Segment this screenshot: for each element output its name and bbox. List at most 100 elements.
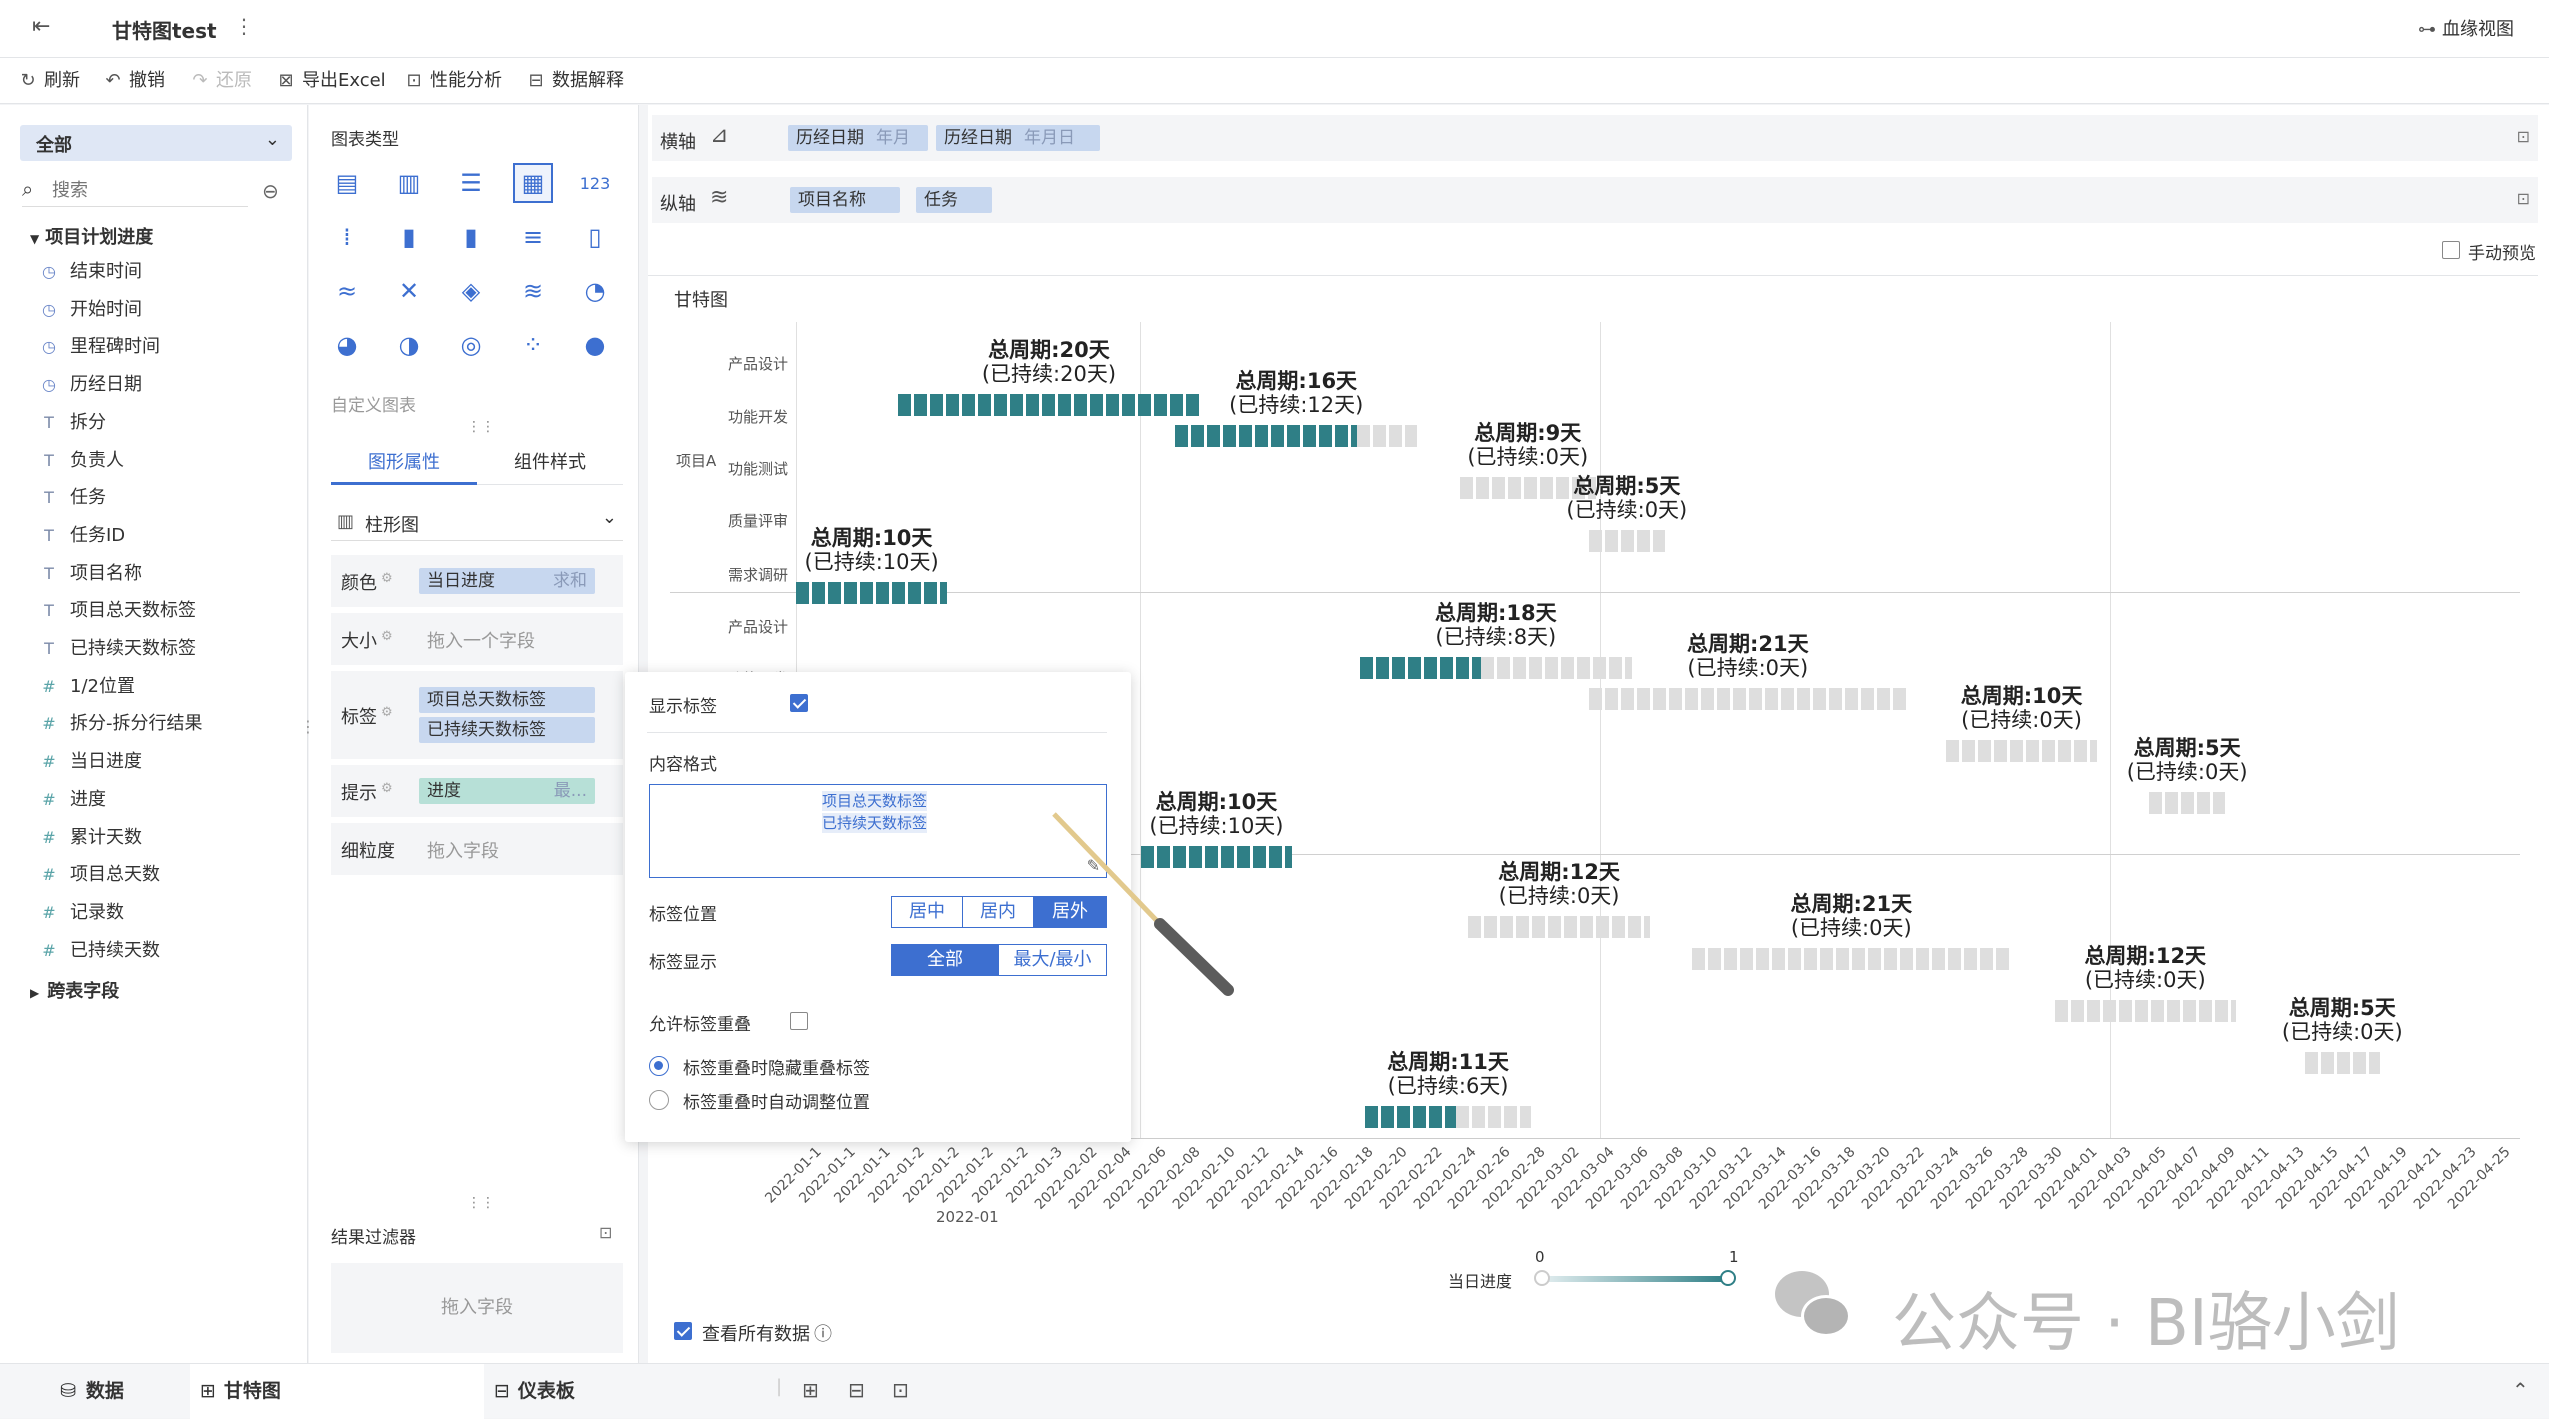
view-all-checkbox[interactable] xyxy=(674,1322,692,1340)
gantt-bar-remaining[interactable] xyxy=(1455,1106,1532,1128)
gear-icon[interactable]: ⚙ xyxy=(381,571,393,586)
tab-dashboard[interactable]: ⊟ 仪表板 xyxy=(494,1380,575,1402)
x-field-chip[interactable]: 历经日期 年月日 xyxy=(936,125,1100,151)
label-pos-center[interactable]: 居中 xyxy=(891,896,963,928)
x-field-chip[interactable]: 历经日期 年月 xyxy=(788,125,928,151)
field-item[interactable]: ◷ 历经日期 xyxy=(38,370,142,400)
search-input[interactable] xyxy=(52,177,242,203)
tab-component-style[interactable]: 组件样式 xyxy=(477,441,623,485)
add-sheet-icon[interactable]: ⊞ xyxy=(802,1378,819,1402)
field-item[interactable]: T 负责人 xyxy=(38,446,124,476)
show-label-checkbox[interactable] xyxy=(790,694,808,712)
field-item[interactable]: T 项目名称 xyxy=(38,559,142,589)
table-chart-icon[interactable]: ▤ xyxy=(335,169,359,197)
shelf-settings-icon[interactable]: ⊡ xyxy=(2516,127,2530,146)
gantt-bar-remaining[interactable] xyxy=(1589,688,1907,710)
gantt-bar-remaining[interactable] xyxy=(1692,948,2011,970)
shelf-settings-icon[interactable]: ⊡ xyxy=(2516,189,2530,208)
waterfall-icon[interactable]: ▯ xyxy=(588,223,602,251)
map-icon[interactable]: ◈ xyxy=(461,277,481,305)
label-display-maxmin[interactable]: 最大/最小 xyxy=(998,944,1107,976)
filter-drop-zone[interactable]: 拖入字段 xyxy=(331,1263,623,1353)
gantt-bar-remaining[interactable] xyxy=(1468,916,1650,938)
label-pos-inside[interactable]: 居内 xyxy=(962,896,1034,928)
field-item[interactable]: # 拆分-拆分行结果 xyxy=(38,709,202,739)
field-item[interactable]: T 拆分 xyxy=(38,408,106,438)
field-item[interactable]: T 任务 xyxy=(38,483,106,513)
drag-handle-icon[interactable]: ⋮⋮ xyxy=(467,419,495,435)
add-report-icon[interactable]: ⊡ xyxy=(892,1378,909,1402)
manual-preview-checkbox[interactable] xyxy=(2442,241,2460,259)
field-item[interactable]: T 已持续天数标签 xyxy=(38,634,196,664)
detail-table-icon[interactable]: ☰ xyxy=(460,169,482,197)
gantt-bar-done[interactable] xyxy=(1364,1106,1456,1128)
axis-icon[interactable]: ⊿ xyxy=(710,123,729,148)
gantt-bar-remaining[interactable] xyxy=(1945,740,2098,762)
field-item[interactable]: # 当日进度 xyxy=(38,747,142,777)
redo-button[interactable]: ↷ 还原 xyxy=(190,66,252,96)
bubble-chart-icon[interactable]: ● xyxy=(584,331,606,359)
filter-lock-icon[interactable]: ⊡ xyxy=(599,1223,613,1242)
field-item[interactable]: ◷ 结束时间 xyxy=(38,257,142,287)
gantt-bar-remaining[interactable] xyxy=(2304,1052,2381,1074)
gear-icon[interactable]: ⚙ xyxy=(381,781,393,796)
lineage-view-button[interactable]: ⊶ 血缘视图 xyxy=(2418,19,2514,40)
cross-table-icon[interactable]: ▥ xyxy=(397,169,421,197)
area-chart-icon[interactable]: ≋ xyxy=(522,277,544,305)
radio-hide-overlap[interactable] xyxy=(649,1056,669,1076)
dataset-select[interactable]: 全部 ⌄ xyxy=(20,125,292,161)
field-item[interactable]: T 任务ID xyxy=(38,521,125,551)
gear-icon[interactable]: ⚙ xyxy=(381,705,393,720)
field-item[interactable]: ◷ 里程碑时间 xyxy=(38,332,160,362)
radio-auto-adjust[interactable] xyxy=(649,1090,669,1110)
tab-data[interactable]: ⛁ 数据 xyxy=(60,1380,124,1402)
gantt-bar-remaining[interactable] xyxy=(1356,425,1418,447)
refresh-button[interactable]: ↻ 刷新 xyxy=(18,66,80,96)
options-icon[interactable]: ⊖ xyxy=(262,179,279,203)
field-item[interactable]: # 已持续天数 xyxy=(38,936,160,966)
gantt-bar-done[interactable] xyxy=(796,582,948,604)
gantt-bar-remaining[interactable] xyxy=(2054,1000,2236,1022)
undo-button[interactable]: ↶ 撤销 xyxy=(103,66,165,96)
field-item[interactable]: # 累计天数 xyxy=(38,823,142,853)
pie-chart-icon[interactable]: ◕ xyxy=(336,331,358,359)
gear-icon[interactable]: ⚙ xyxy=(381,629,393,644)
add-dashboard-icon[interactable]: ⊟ xyxy=(848,1378,865,1402)
y-field-chip[interactable]: 项目名称 xyxy=(790,187,900,213)
exit-icon[interactable]: ⇤ xyxy=(32,14,51,39)
gantt-bar-done[interactable] xyxy=(897,394,1201,416)
label-field-chip[interactable]: 项目总天数标签 xyxy=(419,687,595,713)
field-item[interactable]: #1/2位置 xyxy=(38,672,135,702)
gantt-bar-remaining[interactable] xyxy=(1459,477,1596,499)
field-item[interactable]: ◷ 开始时间 xyxy=(38,295,142,325)
grouped-bar-icon[interactable]: ▮ xyxy=(464,223,478,251)
data-explain-button[interactable]: ⊟ 数据解释 xyxy=(526,66,624,96)
legend-max-handle[interactable] xyxy=(1720,1270,1736,1286)
field-item[interactable]: # 进度 xyxy=(38,785,106,815)
performance-analysis-button[interactable]: ⊡ 性能分析 xyxy=(404,66,502,96)
y-field-chip[interactable]: 任务 xyxy=(916,187,992,213)
axis-icon[interactable]: ≋ xyxy=(710,185,729,210)
export-excel-button[interactable]: ⊠ 导出Excel xyxy=(276,66,385,96)
content-format-editor[interactable]: 项目总天数标签 已持续天数标签 ✎ xyxy=(649,784,1107,878)
radar-icon[interactable]: ✕ xyxy=(398,277,420,305)
gauge-icon[interactable]: ◔ xyxy=(584,277,606,305)
label-display-all[interactable]: 全部 xyxy=(891,944,999,976)
cross-table-fields[interactable]: ▶ 跨表字段 xyxy=(30,981,120,1002)
mark-type-select[interactable]: ▥ 柱形图 ⌄ xyxy=(331,505,623,541)
drag-handle-icon[interactable]: ⋮⋮ xyxy=(467,1195,495,1211)
gantt-bar-remaining[interactable] xyxy=(1480,657,1632,679)
gantt-bar-remaining[interactable] xyxy=(1589,530,1665,552)
field-item[interactable]: T 项目总天数标签 xyxy=(38,596,196,626)
gantt-bar-done[interactable] xyxy=(1140,846,1293,868)
more-icon[interactable]: ⋮ xyxy=(234,14,254,38)
gantt-bar-done[interactable] xyxy=(1175,425,1357,447)
field-group[interactable]: ▼ 项目计划进度 xyxy=(30,227,154,248)
bar-chart-icon[interactable]: ▮ xyxy=(402,223,416,251)
tab-gantt[interactable]: ⊞ 甘特图 xyxy=(190,1364,484,1419)
rose-chart-icon[interactable]: ◑ xyxy=(398,331,420,359)
gantt-bar-done[interactable] xyxy=(1359,657,1481,679)
collapse-up-icon[interactable]: ⌃ xyxy=(2512,1378,2529,1402)
scatter-bar-icon[interactable]: ⁞ xyxy=(343,223,351,251)
tab-graph-properties[interactable]: 图形属性 xyxy=(331,441,477,485)
